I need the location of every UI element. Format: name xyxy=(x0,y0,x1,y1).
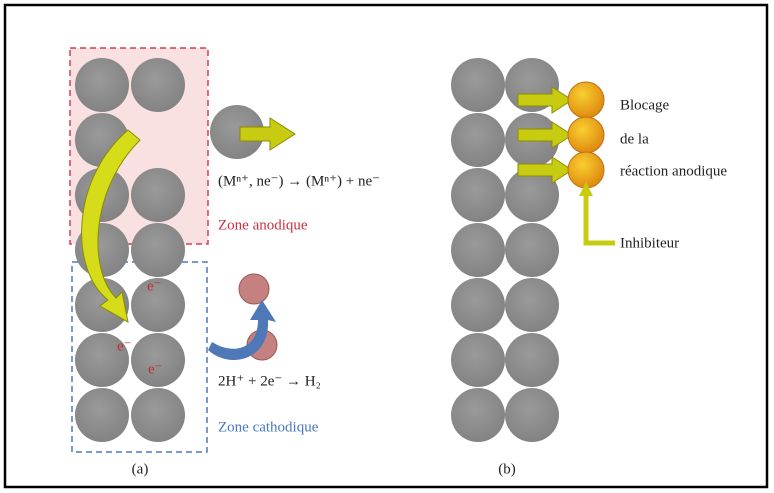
anodic-equation: (Mⁿ⁺, ne⁻) → (Mⁿ⁺) + ne⁻ xyxy=(218,173,380,189)
electron: e⁻ xyxy=(147,278,162,294)
cathodic-equation: 2H⁺ + 2e⁻ → H₂ xyxy=(218,373,321,389)
blocking-arrow xyxy=(517,156,573,184)
frame xyxy=(3,3,769,489)
atom xyxy=(505,388,559,442)
blocking-arrow xyxy=(517,121,573,149)
panel-label: (a) xyxy=(132,461,149,477)
panel-label: (b) xyxy=(498,461,516,477)
inhibitor-layer xyxy=(517,81,605,189)
atom xyxy=(75,333,129,387)
atom xyxy=(131,223,185,277)
atom xyxy=(451,388,505,442)
atom xyxy=(75,388,129,442)
atom xyxy=(505,168,559,222)
dissolution-arrow xyxy=(239,117,296,151)
atom xyxy=(75,58,129,112)
atom xyxy=(131,58,185,112)
atom xyxy=(451,113,505,167)
inhibitor-molecule xyxy=(567,81,605,119)
atom xyxy=(131,278,185,332)
inhibitor-label: Inhibiteur xyxy=(620,235,679,251)
atom xyxy=(505,223,559,277)
cathodic-zone-label: Zone cathodique xyxy=(218,419,319,435)
hydrogen-atom xyxy=(238,273,270,305)
inhibitor-molecule xyxy=(567,116,605,154)
atom xyxy=(131,168,185,222)
anodic-zone-label: Zone anodique xyxy=(218,217,308,233)
atom xyxy=(131,333,185,387)
atom xyxy=(451,223,505,277)
atom xyxy=(451,168,505,222)
cathodic-zone xyxy=(71,261,208,453)
atom xyxy=(505,278,559,332)
inhibitor-pointer xyxy=(583,190,615,246)
atom xyxy=(131,388,185,442)
inhibitor-pointer-head xyxy=(579,182,593,196)
atom xyxy=(505,333,559,387)
atom xyxy=(451,333,505,387)
blocking-arrow xyxy=(517,86,573,114)
atom xyxy=(451,58,505,112)
annotation: de la xyxy=(620,131,649,147)
electron-flow-arrow xyxy=(81,129,141,323)
electron: e⁻ xyxy=(117,338,132,354)
annotation: Blocage xyxy=(620,97,669,113)
atom xyxy=(451,278,505,332)
dissolving-atom xyxy=(210,105,264,159)
annotation: réaction anodique xyxy=(620,163,727,179)
electron: e⁻ xyxy=(148,361,163,377)
hydrogen-arrow xyxy=(208,300,276,360)
